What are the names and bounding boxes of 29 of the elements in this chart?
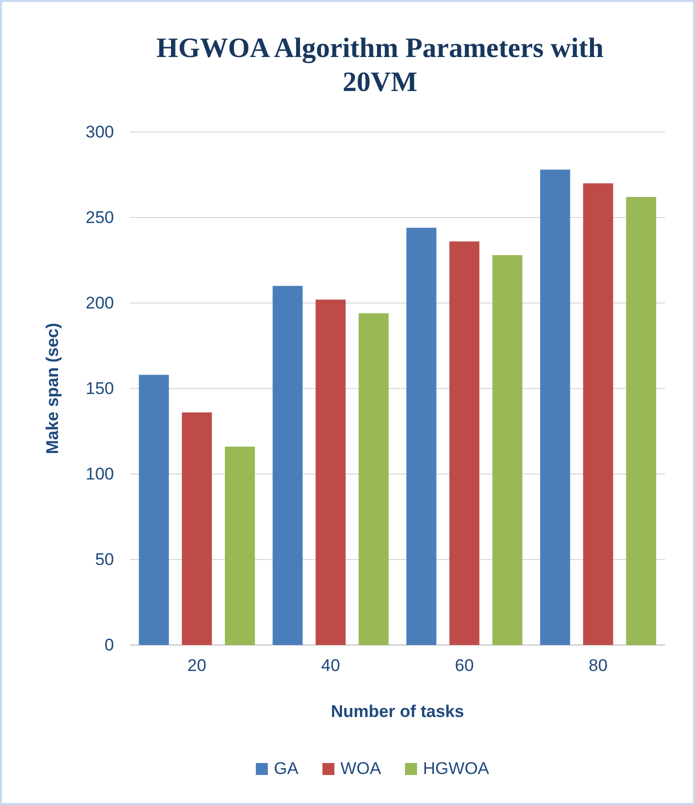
bar <box>182 412 212 645</box>
bar <box>406 228 436 645</box>
y-tick-label: 150 <box>86 378 114 398</box>
bar <box>492 255 522 645</box>
bar <box>272 286 303 645</box>
x-axis-title: Number of tasks <box>330 702 464 721</box>
legend-label: HGWOA <box>423 759 490 778</box>
y-tick-label: 100 <box>86 464 114 484</box>
x-tick-label: 20 <box>187 656 206 676</box>
y-tick-label: 50 <box>95 550 114 569</box>
chart-title: HGWOA Algorithm Parameters with 20VM <box>156 33 604 98</box>
legend-label: GA <box>274 759 300 778</box>
bar <box>138 374 169 645</box>
bar <box>224 446 255 645</box>
x-tick-label: 40 <box>321 656 340 676</box>
bar <box>316 300 346 645</box>
legend-label: WOA <box>340 759 382 778</box>
y-tick-label: 300 <box>86 122 114 142</box>
y-axis-title: Make span (sec) <box>43 322 62 454</box>
x-tick-label: 80 <box>588 656 608 676</box>
bar <box>540 170 570 645</box>
bar <box>449 241 480 645</box>
bar <box>626 196 656 645</box>
y-tick-label: 0 <box>104 635 114 654</box>
bar <box>358 313 389 645</box>
bar <box>583 183 614 645</box>
x-tick-label: 60 <box>454 656 474 676</box>
y-tick-label: 200 <box>86 293 114 312</box>
y-tick-label: 250 <box>86 208 114 227</box>
